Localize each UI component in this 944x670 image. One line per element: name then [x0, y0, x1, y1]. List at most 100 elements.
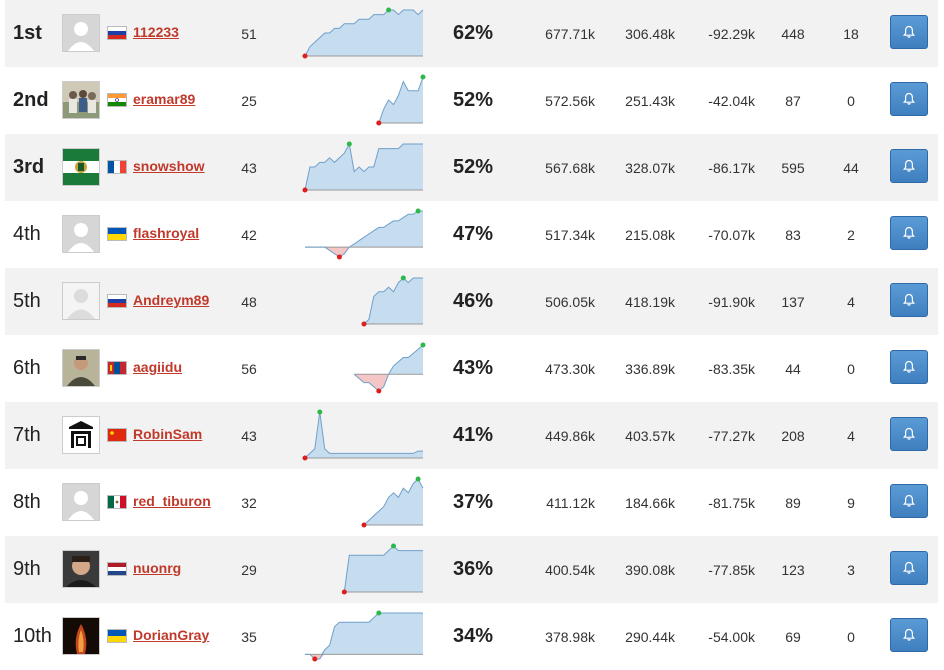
games-count: 32: [241, 494, 257, 511]
stat-count-1: 87: [785, 92, 801, 109]
player-name-link[interactable]: snowshow: [133, 158, 205, 174]
country-flag-icon: [107, 26, 127, 40]
stat-count-2: 0: [847, 92, 855, 109]
trend-sparkline: [301, 73, 427, 127]
player-name-link[interactable]: flashroyal: [133, 225, 200, 241]
stat-value-1: 411.12k: [546, 494, 595, 511]
player-name-link[interactable]: red_tiburon: [133, 493, 211, 509]
player-name-link[interactable]: aagiidu: [133, 359, 183, 375]
player-name-link[interactable]: DorianGray: [133, 627, 210, 643]
stat-value-1: 517.34k: [545, 226, 595, 243]
country-flag-icon: [107, 428, 127, 442]
trend-sparkline: [301, 408, 427, 462]
subscribe-button[interactable]: [890, 484, 928, 518]
country-flag-icon: [107, 495, 127, 509]
max-marker: [400, 275, 406, 281]
games-count: 48: [241, 293, 257, 310]
bell-icon: [902, 226, 916, 240]
max-marker: [346, 141, 352, 147]
stat-count-2: 2: [847, 226, 855, 243]
avatar[interactable]: [62, 282, 100, 320]
stat-value-1: 400.54k: [545, 561, 595, 578]
avatar[interactable]: [62, 215, 100, 253]
bell-icon: [902, 159, 916, 173]
player-name-link[interactable]: nuonrg: [133, 560, 182, 576]
win-percentage: 41%: [452, 424, 494, 446]
min-marker: [302, 53, 308, 59]
country-flag-icon: [107, 160, 127, 174]
player-name-link[interactable]: Andreym89: [133, 292, 210, 308]
bell-icon: [902, 360, 916, 374]
stat-count-1: 44: [785, 360, 801, 377]
max-marker: [386, 7, 392, 13]
rank: 7th: [13, 424, 41, 446]
stat-count-2: 3: [847, 561, 855, 578]
bell-icon: [902, 293, 916, 307]
stat-count-1: 89: [785, 494, 801, 511]
table-row: 4th flashroyal 42 47% 517.34k 215.08k -70.07k 8…: [5, 201, 938, 268]
subscribe-button[interactable]: [890, 216, 928, 250]
player-name-link[interactable]: eramar89: [133, 91, 196, 107]
subscribe-button[interactable]: [890, 551, 928, 585]
table-row: 8th red_tiburon 32 37% 411.12k 184.66k -81.75k…: [5, 469, 938, 536]
subscribe-button[interactable]: [890, 618, 928, 652]
min-marker: [361, 321, 367, 327]
stat-count-1: 69: [785, 628, 801, 645]
stat-value-1: 572.56k: [545, 92, 595, 109]
stat-value-1: 567.68k: [545, 159, 595, 176]
stat-count-1: 448: [781, 25, 805, 42]
country-flag-icon: [107, 629, 127, 643]
avatar[interactable]: [62, 483, 100, 521]
max-marker: [376, 610, 382, 616]
country-flag-icon: [107, 294, 127, 308]
rank: 6th: [13, 357, 41, 379]
rank: 3rd: [13, 156, 45, 178]
table-row: 10th DorianGray 35 34% 378.98k 290.44k -54.00k…: [5, 603, 938, 670]
subscribe-button[interactable]: [890, 417, 928, 451]
bell-icon: [902, 494, 916, 508]
subscribe-button[interactable]: [890, 149, 928, 183]
min-marker: [376, 388, 382, 394]
avatar[interactable]: [62, 14, 100, 52]
subscribe-button[interactable]: [890, 283, 928, 317]
country-flag-icon: [107, 562, 127, 576]
stat-count-2: 9: [847, 494, 855, 511]
subscribe-button[interactable]: [890, 15, 928, 49]
player-name-link[interactable]: 112233: [133, 24, 179, 40]
stat-value-3: -92.29k: [708, 25, 755, 42]
avatar[interactable]: [62, 148, 100, 186]
trend-sparkline: [301, 475, 427, 529]
games-count: 25: [241, 92, 257, 109]
stat-count-1: 83: [785, 226, 801, 243]
min-marker: [376, 120, 382, 126]
avatar[interactable]: [62, 349, 100, 387]
max-marker: [391, 543, 396, 549]
avatar[interactable]: [62, 550, 100, 588]
stat-value-3: -54.00k: [708, 628, 755, 645]
rank: 1st: [13, 22, 42, 44]
stat-value-2: 251.43k: [625, 92, 675, 109]
stat-count-2: 44: [843, 159, 859, 176]
subscribe-button[interactable]: [890, 350, 928, 384]
stat-value-1: 506.05k: [545, 293, 595, 310]
stat-value-2: 403.57k: [625, 427, 675, 444]
min-marker: [302, 455, 308, 461]
games-count: 29: [241, 561, 257, 578]
win-percentage: 46%: [452, 290, 494, 312]
subscribe-button[interactable]: [890, 82, 928, 116]
games-count: 51: [241, 25, 257, 42]
min-marker: [336, 254, 342, 260]
stat-value-3: -70.07k: [708, 226, 755, 243]
stat-value-2: 336.89k: [625, 360, 675, 377]
player-name-link[interactable]: RobinSam: [133, 426, 203, 442]
avatar[interactable]: [62, 81, 100, 119]
avatar[interactable]: [62, 416, 100, 454]
win-percentage: 36%: [452, 558, 494, 580]
avatar[interactable]: [62, 617, 100, 655]
stat-value-1: 473.30k: [545, 360, 595, 377]
games-count: 56: [241, 360, 257, 377]
stat-value-2: 328.07k: [625, 159, 675, 176]
win-percentage: 62%: [452, 22, 494, 44]
bell-icon: [902, 628, 916, 642]
stat-value-1: 677.71k: [545, 25, 595, 42]
